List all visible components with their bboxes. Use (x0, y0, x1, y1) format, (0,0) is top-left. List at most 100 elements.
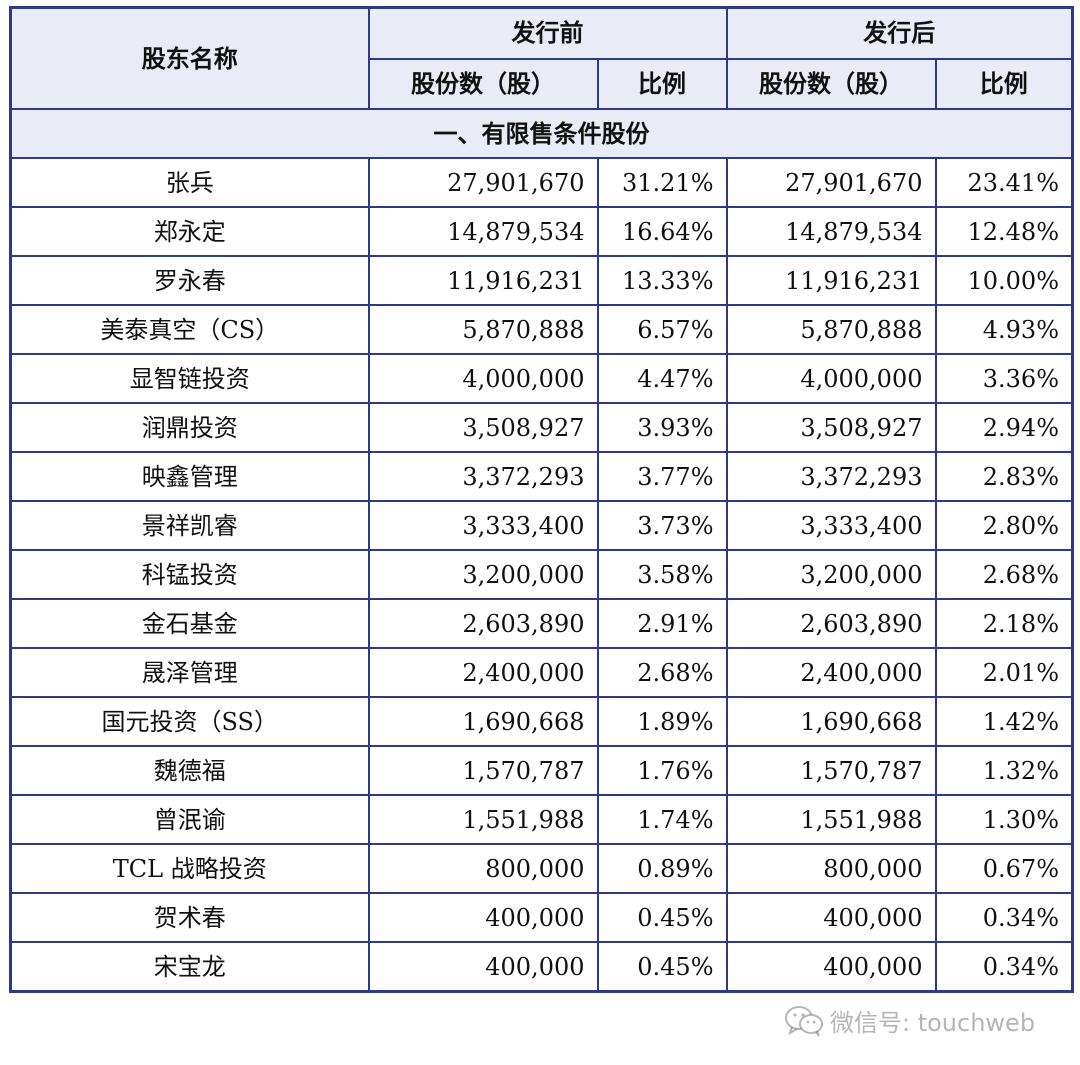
pre-issue-ratio-cell: 0.45% (596, 892, 728, 943)
section-row: 一、有限售条件股份 (9, 108, 1074, 159)
shareholder-name-cell: 张兵 (9, 157, 370, 208)
header-post-shares: 股份数（股） (725, 57, 937, 110)
pre-issue-ratio-cell: 2.68% (596, 647, 728, 698)
shareholder-name-cell: 景祥凯睿 (9, 500, 370, 551)
table-row: 金石基金 2,603,890 2.91% 2,603,890 2.18% (9, 598, 1074, 649)
pre-issue-shares-cell: 400,000 (367, 941, 599, 993)
table-row: 贺术春 400,000 0.45% 400,000 0.34% (9, 892, 1074, 943)
pre-issue-ratio-cell: 0.45% (596, 941, 728, 993)
header-pre-ratio: 比例 (596, 57, 728, 110)
shareholding-table-container: 股东名称 发行前 发行后 股份数（股） 比例 股份数（股） 比例 一、有限售条件… (9, 6, 1074, 993)
shareholding-table: 股东名称 发行前 发行后 股份数（股） 比例 股份数（股） 比例 一、有限售条件… (9, 6, 1074, 993)
post-issue-shares-cell: 11,916,231 (725, 255, 937, 306)
table-row: 罗永春 11,916,231 13.33% 11,916,231 10.00% (9, 255, 1074, 306)
table-row: TCL 战略投资 800,000 0.89% 800,000 0.67% (9, 843, 1074, 894)
pre-issue-shares-cell: 27,901,670 (367, 157, 599, 208)
post-issue-shares-cell: 2,400,000 (725, 647, 937, 698)
pre-issue-shares-cell: 2,603,890 (367, 598, 599, 649)
shareholder-name-cell: 晟泽管理 (9, 647, 370, 698)
shareholder-name-cell: 罗永春 (9, 255, 370, 306)
pre-issue-shares-cell: 1,551,988 (367, 794, 599, 845)
post-issue-ratio-cell: 12.48% (934, 206, 1074, 257)
post-issue-ratio-cell: 10.00% (934, 255, 1074, 306)
post-issue-ratio-cell: 4.93% (934, 304, 1074, 355)
pre-issue-shares-cell: 2,400,000 (367, 647, 599, 698)
table-row: 晟泽管理 2,400,000 2.68% 2,400,000 2.01% (9, 647, 1074, 698)
pre-issue-ratio-cell: 3.58% (596, 549, 728, 600)
post-issue-shares-cell: 1,570,787 (725, 745, 937, 796)
pre-issue-ratio-cell: 2.91% (596, 598, 728, 649)
table-row: 国元投资（SS） 1,690,668 1.89% 1,690,668 1.42% (9, 696, 1074, 747)
post-issue-shares-cell: 400,000 (725, 941, 937, 993)
header-after-issue: 发行后 (725, 6, 1074, 60)
header-shareholder-name: 股东名称 (9, 6, 370, 110)
pre-issue-shares-cell: 11,916,231 (367, 255, 599, 306)
pre-issue-ratio-cell: 31.21% (596, 157, 728, 208)
pre-issue-ratio-cell: 13.33% (596, 255, 728, 306)
post-issue-shares-cell: 1,551,988 (725, 794, 937, 845)
post-issue-shares-cell: 3,333,400 (725, 500, 937, 551)
pre-issue-shares-cell: 1,690,668 (367, 696, 599, 747)
table-row: 美泰真空（CS） 5,870,888 6.57% 5,870,888 4.93% (9, 304, 1074, 355)
shareholder-name-cell: 科锰投资 (9, 549, 370, 600)
table-row: 魏德福 1,570,787 1.76% 1,570,787 1.32% (9, 745, 1074, 796)
pre-issue-shares-cell: 14,879,534 (367, 206, 599, 257)
post-issue-ratio-cell: 2.80% (934, 500, 1074, 551)
table-header: 股东名称 发行前 发行后 股份数（股） 比例 股份数（股） 比例 (9, 6, 1074, 110)
pre-issue-ratio-cell: 3.77% (596, 451, 728, 502)
pre-issue-ratio-cell: 0.89% (596, 843, 728, 894)
shareholder-name-cell: 润鼎投资 (9, 402, 370, 453)
shareholder-name-cell: TCL 战略投资 (9, 843, 370, 894)
post-issue-ratio-cell: 1.32% (934, 745, 1074, 796)
shareholder-name-cell: 曾泯谕 (9, 794, 370, 845)
post-issue-ratio-cell: 1.30% (934, 794, 1074, 845)
post-issue-shares-cell: 3,372,293 (725, 451, 937, 502)
watermark: 微信号: touchweb (784, 1003, 1035, 1038)
table-row: 映鑫管理 3,372,293 3.77% 3,372,293 2.83% (9, 451, 1074, 502)
post-issue-ratio-cell: 3.36% (934, 353, 1074, 404)
post-issue-ratio-cell: 2.68% (934, 549, 1074, 600)
post-issue-ratio-cell: 0.34% (934, 892, 1074, 943)
post-issue-shares-cell: 3,200,000 (725, 549, 937, 600)
post-issue-shares-cell: 4,000,000 (725, 353, 937, 404)
pre-issue-shares-cell: 3,333,400 (367, 500, 599, 551)
pre-issue-shares-cell: 3,372,293 (367, 451, 599, 502)
pre-issue-shares-cell: 1,570,787 (367, 745, 599, 796)
post-issue-ratio-cell: 0.67% (934, 843, 1074, 894)
shareholder-name-cell: 美泰真空（CS） (9, 304, 370, 355)
post-issue-shares-cell: 1,690,668 (725, 696, 937, 747)
pre-issue-ratio-cell: 1.89% (596, 696, 728, 747)
watermark-text: 微信号: touchweb (830, 1009, 1036, 1037)
post-issue-shares-cell: 2,603,890 (725, 598, 937, 649)
pre-issue-shares-cell: 800,000 (367, 843, 599, 894)
table-row: 曾泯谕 1,551,988 1.74% 1,551,988 1.30% (9, 794, 1074, 845)
pre-issue-shares-cell: 4,000,000 (367, 353, 599, 404)
shareholder-name-cell: 显智链投资 (9, 353, 370, 404)
table-row: 张兵 27,901,670 31.21% 27,901,670 23.41% (9, 157, 1074, 208)
pre-issue-ratio-cell: 3.73% (596, 500, 728, 551)
post-issue-ratio-cell: 1.42% (934, 696, 1074, 747)
shareholder-name-cell: 宋宝龙 (9, 941, 370, 993)
table-body: 一、有限售条件股份 张兵 27,901,670 31.21% 27,901,670 23… (9, 108, 1074, 993)
pre-issue-ratio-cell: 4.47% (596, 353, 728, 404)
pre-issue-ratio-cell: 3.93% (596, 402, 728, 453)
table-row: 宋宝龙 400,000 0.45% 400,000 0.34% (9, 941, 1074, 993)
post-issue-ratio-cell: 2.18% (934, 598, 1074, 649)
post-issue-ratio-cell: 2.94% (934, 402, 1074, 453)
post-issue-ratio-cell: 2.83% (934, 451, 1074, 502)
table-row: 显智链投资 4,000,000 4.47% 4,000,000 3.36% (9, 353, 1074, 404)
pre-issue-shares-cell: 3,508,927 (367, 402, 599, 453)
section-title: 一、有限售条件股份 (9, 108, 1074, 159)
header-before-issue: 发行前 (367, 6, 728, 60)
post-issue-ratio-cell: 2.01% (934, 647, 1074, 698)
post-issue-ratio-cell: 23.41% (934, 157, 1074, 208)
shareholder-name-cell: 国元投资（SS） (9, 696, 370, 747)
post-issue-shares-cell: 14,879,534 (725, 206, 937, 257)
pre-issue-ratio-cell: 6.57% (596, 304, 728, 355)
pre-issue-ratio-cell: 16.64% (596, 206, 728, 257)
wechat-icon (784, 1005, 824, 1037)
post-issue-shares-cell: 3,508,927 (725, 402, 937, 453)
shareholder-name-cell: 贺术春 (9, 892, 370, 943)
shareholder-name-cell: 郑永定 (9, 206, 370, 257)
post-issue-shares-cell: 800,000 (725, 843, 937, 894)
